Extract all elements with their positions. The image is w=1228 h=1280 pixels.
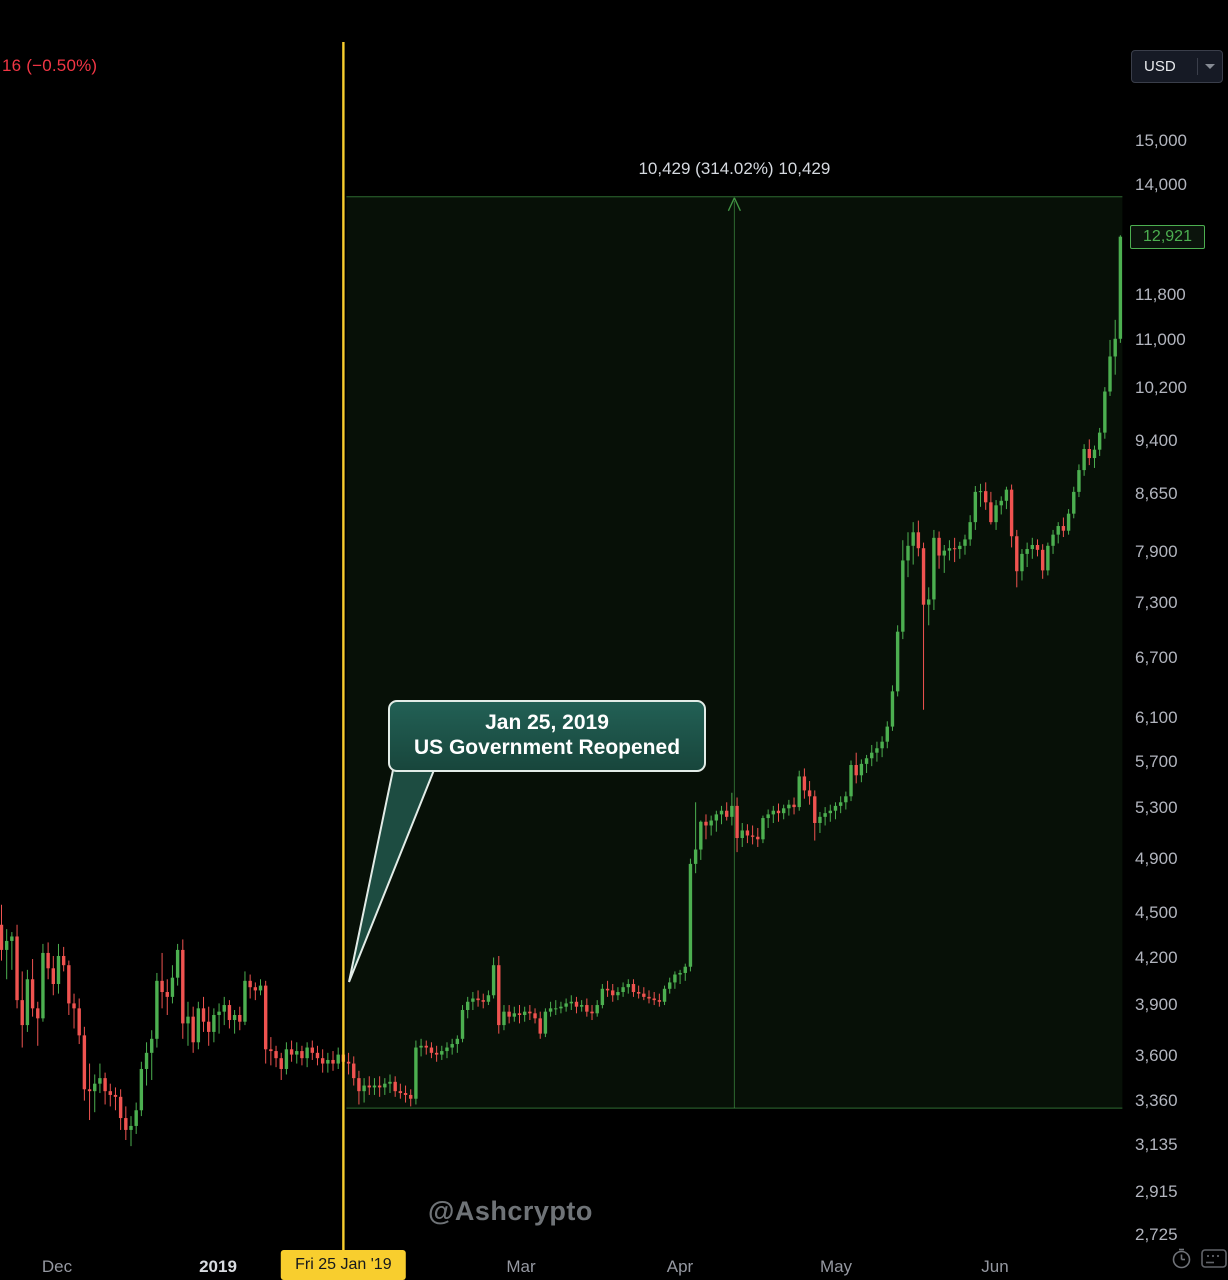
chevron-down-icon — [1198, 64, 1222, 69]
annotation-text: US Government Reopened — [413, 736, 681, 759]
price-axis[interactable]: 15,000 14,000 11,800 11,000 10,200 9,400 8,650… — [1125, 0, 1228, 1248]
annotation-date: Jan 25, 2019 — [485, 711, 609, 734]
time-axis[interactable]: Fri 25 Jan '19 Dec 2019 Mar Apr May Jun — [0, 1248, 1228, 1280]
y-axis-label: 15,000 — [1135, 131, 1187, 150]
currency-selector[interactable]: USD — [1131, 50, 1223, 83]
crosshair-date-badge: Fri 25 Jan '19 — [281, 1250, 406, 1280]
measure-arrow-icon — [727, 197, 741, 212]
y-axis-label: 3,360 — [1135, 1090, 1178, 1110]
y-axis-label: 8,650 — [1135, 484, 1178, 504]
y-axis-label: 4,900 — [1135, 848, 1178, 868]
x-axis-label: Mar — [506, 1257, 536, 1276]
y-axis-label: 10,200 — [1135, 378, 1187, 398]
y-axis-label: 7,300 — [1135, 592, 1178, 612]
candles-layer — [0, 235, 1123, 1147]
calendar-icon[interactable] — [1201, 1249, 1227, 1274]
y-axis-label: 11,000 — [1135, 329, 1186, 349]
currency-label: USD — [1144, 58, 1176, 75]
y-axis-label: 14,000 — [1135, 175, 1187, 195]
y-axis-label: 5,300 — [1135, 798, 1178, 818]
y-axis-label: 3,135 — [1135, 1135, 1178, 1155]
y-axis-label: 5,700 — [1135, 751, 1178, 771]
y-axis-label: 9,400 — [1135, 430, 1178, 450]
x-axis-label: 2019 — [199, 1257, 237, 1276]
measure-tool-label: 10,429 (314.02%) 10,429 — [638, 158, 831, 178]
y-axis-label: 4,500 — [1135, 903, 1178, 923]
y-axis-label: 2,915 — [1135, 1181, 1178, 1201]
price-change-text: 16 (−0.50%) — [2, 56, 98, 75]
selector-divider — [1197, 58, 1198, 75]
y-axis-label: 4,200 — [1135, 947, 1178, 967]
y-axis-label: 7,900 — [1135, 542, 1178, 562]
x-axis-label: Apr — [666, 1257, 694, 1276]
y-axis-label: 2,725 — [1135, 1225, 1178, 1244]
y-axis-label: 3,600 — [1135, 1046, 1178, 1066]
last-price-tag: 12,921 — [1130, 224, 1205, 249]
watermark: @Ashcrypto — [428, 1196, 593, 1226]
y-axis-label: 6,700 — [1135, 647, 1178, 667]
x-axis-label: Jun — [981, 1257, 1009, 1276]
y-axis-label: 3,900 — [1135, 995, 1178, 1015]
y-axis-label: 11,800 — [1135, 284, 1186, 304]
annotation-callout[interactable]: Jan 25, 2019 US Government Reopened — [388, 700, 706, 772]
x-axis-label: May — [819, 1257, 853, 1276]
crosshair-line — [342, 42, 345, 1280]
x-axis-label: Dec — [41, 1257, 73, 1276]
clock-icon[interactable] — [1170, 1247, 1193, 1275]
y-axis-label: 6,100 — [1135, 708, 1178, 728]
